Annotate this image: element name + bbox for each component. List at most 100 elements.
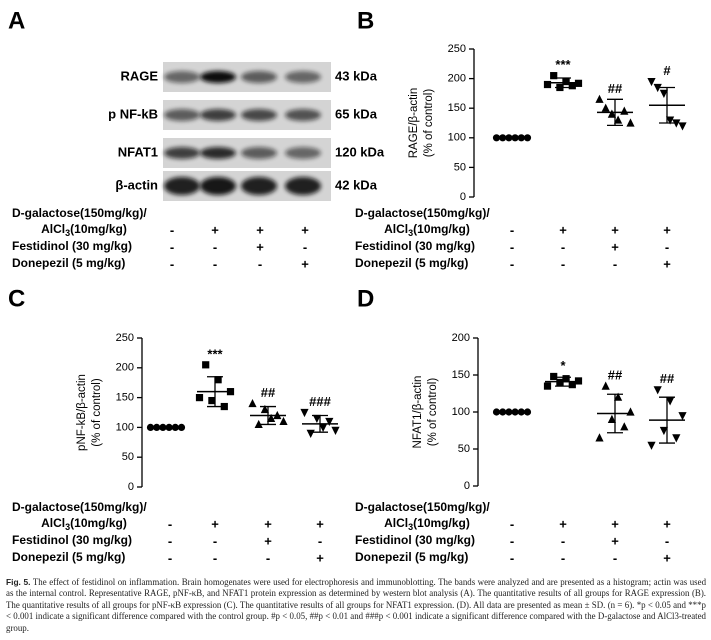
treatment-sign: - (213, 256, 217, 271)
data-point (195, 394, 204, 402)
treatment-label-part: AlCl (41, 222, 65, 236)
treatment-label: Donepezil (5 mg/kg) (355, 550, 468, 564)
y-tick-label: 50 (458, 443, 470, 455)
treatment-label: AlCl3(10mg/kg) (384, 516, 470, 532)
blot-band (241, 109, 277, 121)
data-point (543, 382, 552, 390)
panel-letter: C (8, 285, 25, 312)
y-tick-label: 100 (448, 132, 466, 144)
treatment-sign: - (258, 256, 262, 271)
blot-band (164, 147, 200, 159)
blot-band (200, 177, 236, 195)
data-point (666, 397, 675, 406)
treatment-sign: - (561, 533, 565, 548)
y-axis-label: NFAT1/β-actin (412, 376, 424, 449)
y-tick-label: 200 (452, 332, 470, 344)
error-bar (607, 393, 623, 434)
y-tick-label: 150 (448, 102, 466, 114)
protein-label: RAGE (120, 68, 158, 83)
data-point (620, 106, 629, 115)
error-bar (607, 98, 623, 127)
y-tick-label: 150 (452, 369, 470, 381)
treatment-sign: - (213, 550, 217, 565)
data-point (666, 116, 675, 125)
treatment-sign: - (168, 533, 172, 548)
panel-letter: A (8, 7, 25, 34)
data-point (260, 404, 269, 414)
treatment-label-part: (10mg/kg) (70, 516, 127, 530)
blot-band (285, 109, 321, 121)
treatment-sign: - (213, 239, 217, 254)
treatment-label-part: (10mg/kg) (413, 222, 470, 236)
blot-band (241, 147, 277, 159)
data-point (647, 77, 656, 87)
data-point (202, 361, 210, 369)
blot-band (164, 177, 200, 195)
treatment-label: AlCl3(10mg/kg) (384, 222, 470, 238)
data-point (550, 372, 558, 381)
y-tick-label: 0 (128, 481, 134, 493)
treatment-sign: + (256, 239, 264, 254)
treatment-sign: + (316, 516, 324, 531)
treatment-sign: - (303, 239, 307, 254)
significance: *** (555, 57, 571, 72)
treatment-sign: - (168, 516, 172, 531)
y-tick-label: 150 (116, 392, 134, 404)
data-point (306, 429, 315, 438)
treatment-sign: - (561, 550, 565, 565)
blot-band (241, 71, 277, 83)
treatment-sign: - (510, 516, 514, 531)
treatment-label-part: AlCl (41, 516, 65, 530)
data-point (601, 381, 610, 390)
treatment-label: AlCl3(10mg/kg) (41, 222, 127, 238)
blot-band (241, 177, 277, 195)
significance: ## (261, 385, 276, 400)
data-point (562, 375, 570, 383)
data-point (208, 396, 216, 405)
data-point (267, 413, 276, 423)
treatment-sign: + (611, 222, 619, 237)
error-bar (659, 396, 675, 444)
data-point (678, 412, 687, 421)
data-point (626, 118, 635, 127)
treatment-label: D-galactose(150mg/kg)/ (355, 500, 490, 514)
treatment-sign: - (561, 239, 565, 254)
y-axis-label: (% of control) (91, 378, 103, 447)
treatment-sign: + (264, 533, 272, 548)
treatment-label-part: 3 (65, 522, 70, 532)
treatment-sign: + (663, 550, 671, 565)
significance: * (560, 358, 566, 373)
treatment-sign: - (510, 550, 514, 565)
significance: ## (608, 368, 623, 383)
treatment-sign: + (264, 516, 272, 531)
treatment-sign: + (663, 256, 671, 271)
treatment-sign: + (256, 222, 264, 237)
protein-label: β-actin (115, 177, 158, 192)
treatment-sign: + (611, 516, 619, 531)
panel-letter: B (357, 7, 374, 34)
treatment-label: Festidinol (30 mg/kg) (12, 533, 132, 547)
data-point (614, 392, 623, 401)
kda-label: 120 kDa (335, 144, 385, 159)
blot-band (285, 177, 321, 195)
y-tick-label: 200 (116, 362, 134, 374)
treatment-label-part: 3 (408, 228, 413, 238)
data-point (607, 109, 616, 118)
data-point (659, 89, 668, 98)
treatment-sign: - (510, 256, 514, 271)
significance: ## (660, 371, 675, 386)
data-point (568, 381, 576, 389)
treatment-sign: - (613, 256, 617, 271)
blot-band (285, 71, 321, 83)
error-bar (207, 376, 223, 408)
data-point (678, 122, 687, 131)
treatment-label: AlCl3(10mg/kg) (41, 516, 127, 532)
data-point (319, 423, 328, 432)
treatment-sign: + (211, 222, 219, 237)
y-tick-label: 200 (448, 73, 466, 85)
y-axis-label: (% of control) (423, 89, 435, 158)
data-point (279, 416, 288, 426)
treatment-sign: - (561, 256, 565, 271)
treatment-label-part: (10mg/kg) (70, 222, 127, 236)
